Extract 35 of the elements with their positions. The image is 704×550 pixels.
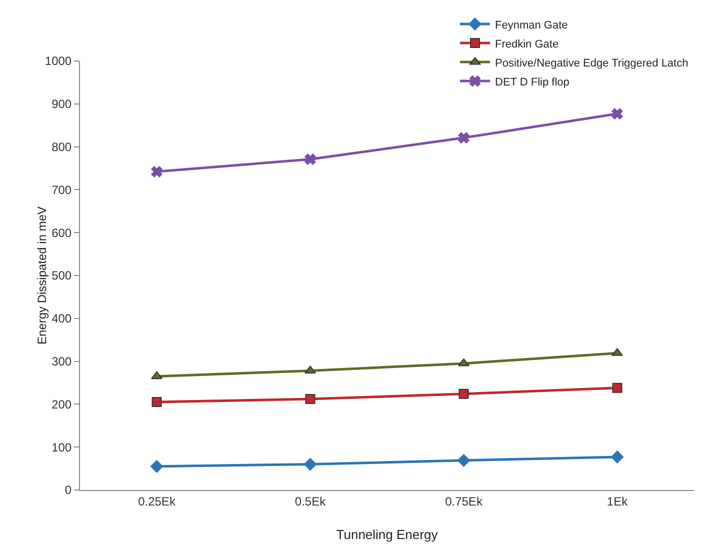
x-tick-label: 1Ek bbox=[606, 494, 629, 508]
y-tick-label: 600 bbox=[52, 226, 72, 240]
point bbox=[150, 460, 164, 473]
x-axis-title: Tunneling Energy bbox=[336, 527, 438, 542]
point bbox=[612, 108, 623, 120]
y-tick-label: 800 bbox=[52, 140, 72, 154]
y-tick-label: 900 bbox=[52, 97, 72, 112]
y-tick-label: 400 bbox=[52, 312, 72, 326]
legend-label: Fredkin Gate bbox=[495, 38, 559, 50]
y-tick-label: 0 bbox=[64, 483, 72, 498]
point bbox=[457, 454, 470, 467]
y-axis-title: Energy Dissipated in meV bbox=[35, 206, 49, 345]
point bbox=[458, 358, 470, 366]
point bbox=[612, 382, 622, 393]
point bbox=[458, 132, 470, 144]
x-tick-label: 0.75Ek bbox=[445, 494, 484, 508]
point bbox=[305, 394, 316, 404]
y-tick-label: 700 bbox=[52, 182, 72, 197]
y-tick-label: 100 bbox=[52, 440, 72, 454]
y-tick-label: 200 bbox=[52, 397, 72, 412]
point bbox=[152, 397, 162, 408]
legend-label: DET D Flip flop bbox=[495, 76, 570, 88]
point bbox=[151, 371, 162, 380]
y-tick-label: 500 bbox=[52, 268, 72, 283]
point bbox=[151, 166, 162, 178]
x-tick-label: 0.25Ek bbox=[138, 494, 176, 508]
point bbox=[458, 388, 469, 399]
legend-label: Positive/Negative Edge Triggered Latch bbox=[495, 57, 688, 70]
y-tick-label: 300 bbox=[52, 354, 72, 368]
x-tick-label: 0.5Ek bbox=[294, 494, 327, 508]
legend-label: Feynman Gate bbox=[495, 19, 568, 32]
point bbox=[304, 458, 317, 471]
point bbox=[304, 154, 316, 165]
y-tick-label: 1000 bbox=[44, 54, 72, 68]
point bbox=[610, 450, 624, 464]
